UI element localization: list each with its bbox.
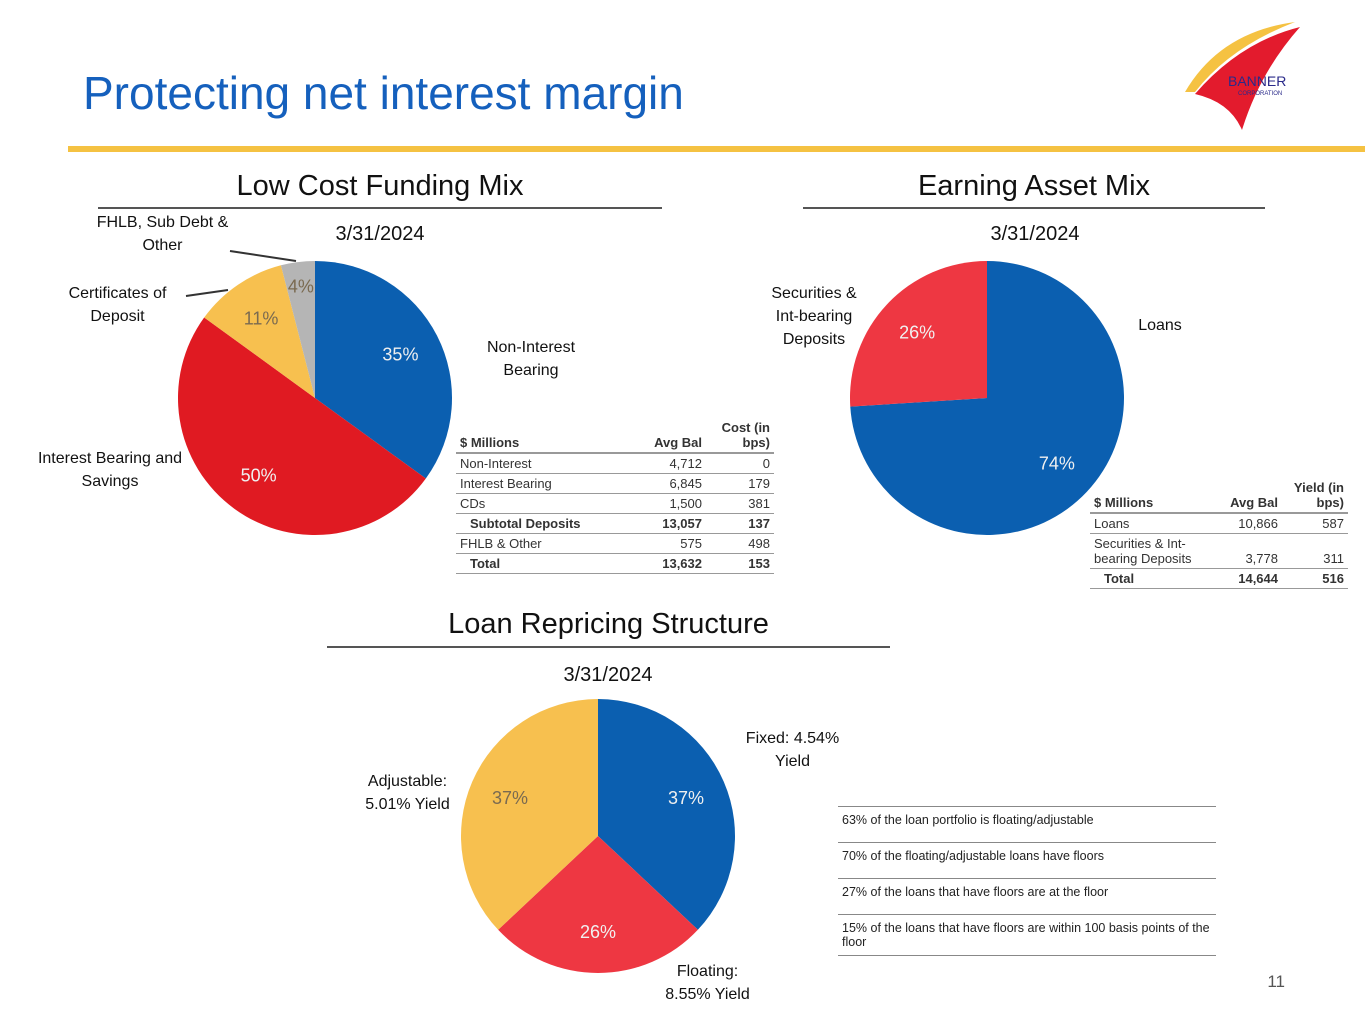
table-cell: 575 — [630, 533, 706, 554]
pie-value-label: 35% — [382, 344, 418, 364]
table-cell: 381 — [706, 493, 774, 514]
pie-value-label: 50% — [241, 466, 277, 486]
table-cell: Interest Bearing — [456, 473, 631, 494]
pie-slice — [498, 836, 698, 973]
note-item: 70% of the floating/adjustable loans hav… — [838, 842, 1216, 878]
logo-subtext: CORPORATION — [1238, 91, 1282, 97]
divider — [803, 207, 1265, 209]
asset-title: Earning Asset Mix — [917, 170, 1151, 202]
table-cell: Total — [1090, 568, 1203, 589]
table-cell: Loans — [1090, 513, 1203, 534]
table-cell: Securities & Int-bearing Deposits — [1090, 533, 1203, 569]
pie-value-label: 4% — [288, 277, 314, 297]
leader-line — [229, 250, 297, 262]
pie-slice — [850, 261, 1124, 536]
leader-line — [185, 289, 229, 297]
table-cell: 3,778 — [1203, 533, 1282, 569]
note-item: 15% of the loans that have floors are wi… — [838, 914, 1216, 955]
col-header: Avg Bal — [630, 418, 706, 454]
repricing-title: Loan Repricing Structure — [448, 608, 769, 640]
pie-value-label: 11% — [244, 309, 279, 329]
pie-slice — [280, 261, 315, 398]
pie-value-label: 74% — [1039, 454, 1075, 474]
notes-list: 63% of the loan portfolio is floating/ad… — [838, 806, 1216, 956]
funding-title: Low Cost Funding Mix — [236, 170, 524, 202]
pie-value-label: 37% — [668, 788, 704, 808]
pie-value-label: 26% — [580, 922, 616, 942]
table-cell: 137 — [706, 513, 774, 534]
col-header: $ Millions — [456, 418, 631, 454]
label-floating: Floating: 8.55% Yield — [665, 963, 750, 1003]
pie-value-label: 26% — [899, 322, 935, 342]
table-cell: 13,057 — [630, 513, 706, 534]
table-cell: 311 — [1282, 533, 1348, 569]
pie-slice — [204, 265, 315, 398]
table-cell: 10,866 — [1203, 513, 1282, 534]
pie-value-label: 37% — [492, 788, 528, 808]
table-cell: 498 — [706, 533, 774, 554]
table-row: FHLB & Other 575 498 — [456, 533, 774, 554]
divider — [98, 207, 662, 209]
funding-table: $ Millions Avg Bal Cost (in bps) Non-Inter… — [456, 418, 774, 574]
label-securities: Securities & Int-bearing Deposits — [771, 285, 857, 348]
table-cell: FHLB & Other — [456, 533, 631, 554]
table-cell: 13,632 — [630, 553, 706, 574]
label-non-interest: Non-Interest Bearing — [486, 339, 576, 379]
label-fhlb: FHLB, Sub Debt & Other — [96, 214, 229, 254]
pie-slice — [178, 317, 426, 535]
table-cell: 0 — [706, 453, 774, 474]
table-row: Non-Interest 4,712 0 — [456, 453, 774, 474]
pie-slice — [460, 698, 598, 930]
pie-slice — [315, 261, 452, 479]
table-row: Total 13,632 153 — [456, 553, 774, 574]
col-header: Cost (in bps) — [706, 418, 774, 454]
table-row: Total 14,644 516 — [1090, 568, 1348, 589]
table-cell: 4,712 — [630, 453, 706, 474]
col-header: Yield (in bps) — [1282, 478, 1348, 514]
label-loans: Loans — [1138, 317, 1182, 334]
table-row: CDs 1,500 381 — [456, 493, 774, 514]
label-interest-bearing: Interest Bearing and Savings — [37, 450, 183, 490]
banner-logo: BANNER CORPORATION — [1180, 22, 1315, 132]
table-cell: 14,644 — [1203, 568, 1282, 589]
page-title: Protecting net interest margin — [83, 67, 684, 119]
table-cell: Total — [456, 553, 631, 574]
pie-slice — [598, 699, 736, 930]
repricing-date: 3/31/2024 — [563, 664, 653, 686]
label-cds: Certificates of Deposit — [68, 285, 167, 325]
table-cell: CDs — [456, 493, 631, 514]
pie-slice — [850, 261, 987, 407]
note-item: 27% of the loans that have floors are at… — [838, 878, 1216, 914]
label-adjustable: Adjustable: 5.01% Yield — [365, 773, 450, 813]
col-header: $ Millions — [1090, 478, 1203, 514]
asset-table: $ Millions Avg Bal Yield (in bps) Loans 10,… — [1090, 478, 1348, 589]
label-fixed: Fixed: 4.54% Yield — [745, 730, 840, 770]
table-cell: 153 — [706, 553, 774, 574]
table-cell: 516 — [1282, 568, 1348, 589]
table-cell: Non-Interest — [456, 453, 631, 474]
title-rule — [68, 146, 1365, 152]
note-item: 63% of the loan portfolio is floating/ad… — [838, 806, 1216, 842]
table-row: Securities & Int-bearing Deposits 3,778 31… — [1090, 533, 1348, 569]
funding-date: 3/31/2024 — [335, 223, 425, 245]
table-cell: 587 — [1282, 513, 1348, 534]
page-number: 11 — [1267, 972, 1285, 991]
logo-text: BANNER — [1228, 73, 1286, 89]
table-cell: 1,500 — [630, 493, 706, 514]
col-header: Avg Bal — [1203, 478, 1282, 514]
table-cell: 6,845 — [630, 473, 706, 494]
asset-date: 3/31/2024 — [990, 223, 1080, 245]
table-row: Subtotal Deposits 13,057 137 — [456, 513, 774, 534]
table-cell: Subtotal Deposits — [456, 513, 631, 534]
table-cell: 179 — [706, 473, 774, 494]
divider — [327, 646, 890, 648]
table-row: Loans 10,866 587 — [1090, 513, 1348, 534]
table-row: Interest Bearing 6,845 179 — [456, 473, 774, 494]
